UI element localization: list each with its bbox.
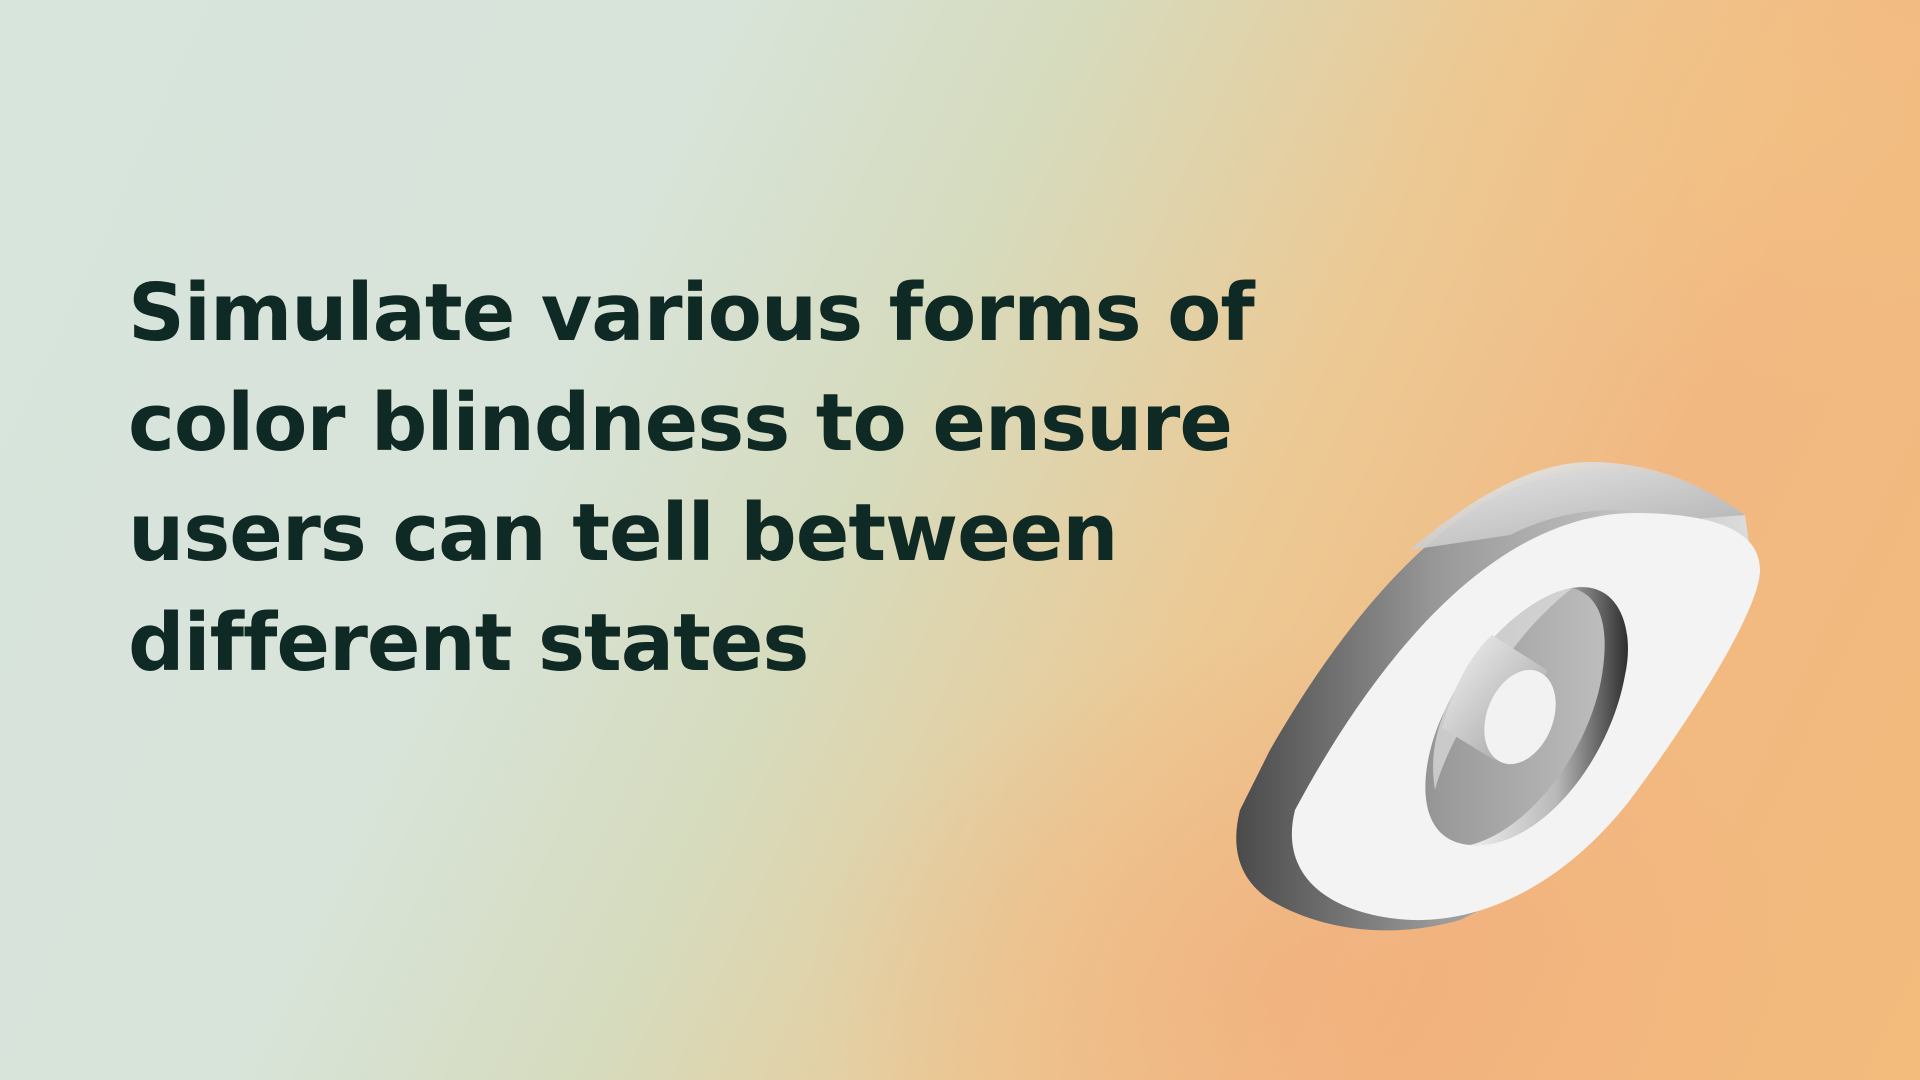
eye-pupil-face (1484, 669, 1556, 765)
eye-front-face (1291, 512, 1760, 921)
headline-line-4: different states (128, 597, 809, 689)
eye-top-edge (1410, 462, 1745, 550)
eye-inner-wall (1470, 587, 1628, 846)
headline-line-1: Simulate various forms of (128, 267, 1255, 359)
eye-icon (1236, 462, 1760, 931)
page-headline: Simulate various forms of color blindnes… (128, 258, 1308, 698)
headline-line-3: users can tell between (128, 487, 1118, 579)
headline-line-2: color blindness to ensure (128, 377, 1233, 469)
